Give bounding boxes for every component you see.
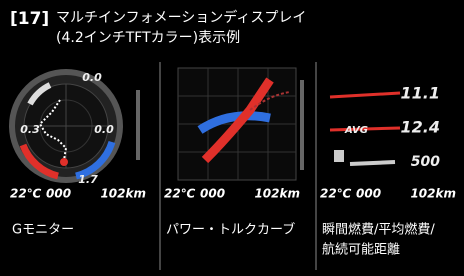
status-text: 22℃ [164,187,196,201]
panel-label: 500 [411,154,440,170]
status-text: 102km [254,187,300,201]
status-text: 000 [46,187,71,201]
panel-label: AVG [344,125,368,136]
panel-label: 0.0 [82,71,102,84]
status-text: 22℃ [320,187,352,201]
page: [17] マルチインフォメーションディスプレイ (4.2インチTFTカラー)表示… [0,0,464,276]
status-text: 102km [410,187,456,201]
title: (4.2インチTFTカラー)表示例 [56,30,240,46]
section-number: [17] [10,9,49,29]
status-text: 000 [200,187,225,201]
panel-label: 11.1 [401,84,440,103]
panel-label: 0.0 [94,123,114,136]
caption: Gモニター [12,223,74,238]
status-text: 000 [356,187,381,201]
status-text: 102km [100,187,146,201]
panel-label: 0.3 [20,123,40,136]
panel-label: 1.7 [78,173,98,186]
title: マルチインフォメーションディスプレイ [56,9,306,26]
caption: 瞬間燃費/平均燃費/ [322,222,435,238]
caption: 航続可能距離 [322,242,400,258]
status-text: 22℃ [10,187,42,201]
brochure: [17] マルチインフォメーションディスプレイ (4.2インチTFTカラー)表示… [0,0,464,276]
power-torque-graphic [178,68,304,180]
panel-label: 12.4 [401,118,440,137]
caption: パワー・トルクカーブ [166,222,295,238]
